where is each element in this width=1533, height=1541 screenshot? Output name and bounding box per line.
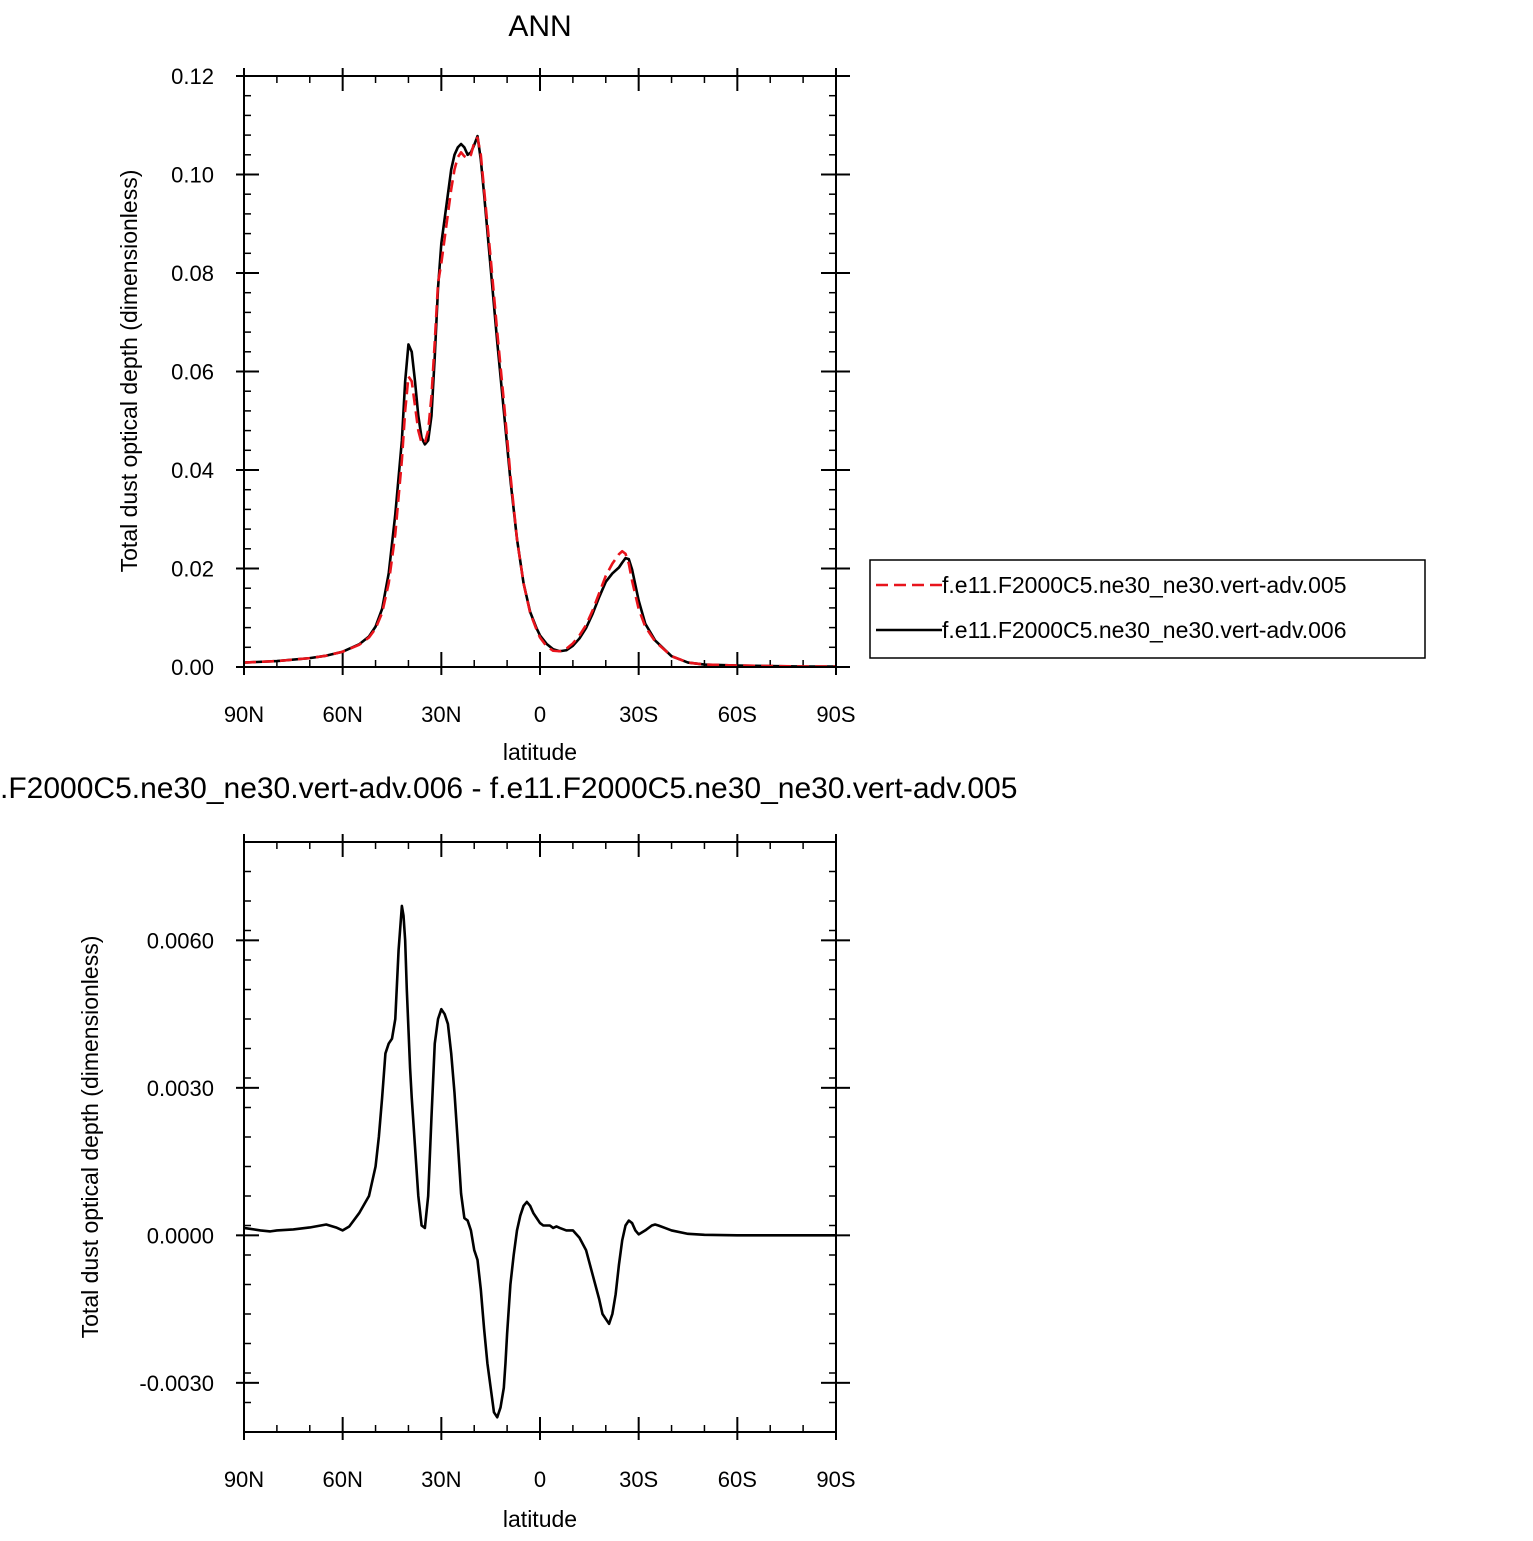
bottom-chart-title: .F2000C5.ne30_ne30.vert-adv.006 - f.e11.…	[0, 772, 1017, 805]
top-chart-series	[243, 134, 836, 668]
top-y-tick-label: 0.04	[171, 458, 214, 483]
bottom-x-tick-labels: 90N 60N 30N 0 30S 60S 90S	[224, 1467, 856, 1492]
legend-box	[869, 559, 1426, 659]
bottom-y-tick-label: 0.0000	[147, 1223, 214, 1248]
top-y-tick-labels: 0.00 0.02 0.04 0.06 0.08 0.10 0.12	[171, 64, 214, 680]
bottom-chart-panel: .F2000C5.ne30_ne30.vert-adv.006 - f.e11.…	[0, 772, 1017, 1532]
bottom-x-tick-label: 0	[534, 1467, 546, 1492]
top-x-tick-label: 90N	[224, 702, 264, 727]
bottom-x-tick-label: 30S	[619, 1467, 658, 1492]
top-chart-panel: ANN 90N 60N 30N 0 30S 60S 90S 0.00 0.02 0.04 0.06…	[116, 10, 856, 765]
bottom-chart-series	[243, 904, 836, 1419]
top-x-tick-label: 0	[534, 702, 546, 727]
top-y-tick-label: 0.06	[171, 360, 214, 385]
top-x-tick-labels: 90N 60N 30N 0 30S 60S 90S	[224, 702, 856, 727]
top-x-tick-label: 60S	[718, 702, 757, 727]
bottom-x-tick-label: 60S	[718, 1467, 757, 1492]
top-x-tick-label: 90S	[816, 702, 855, 727]
top-chart-ticks	[236, 68, 850, 675]
bottom-plot-frame	[243, 841, 837, 1433]
top-series-line-0	[243, 134, 836, 668]
top-y-tick-label: 0.08	[171, 261, 214, 286]
bottom-x-tick-label: 60N	[322, 1467, 362, 1492]
bottom-y-tick-label: -0.0030	[139, 1371, 214, 1396]
top-x-tick-label: 30N	[421, 702, 461, 727]
bottom-series-line-0	[243, 904, 836, 1419]
top-y-axis-label: Total dust optical depth (dimensionless)	[116, 170, 142, 573]
legend-label-005: f.e11.F2000C5.ne30_ne30.vert-adv.005	[942, 572, 1347, 598]
top-y-tick-label: 0.00	[171, 655, 214, 680]
top-x-tick-label: 30S	[619, 702, 658, 727]
bottom-y-tick-label: 0.0060	[147, 928, 214, 953]
top-y-tick-label: 0.10	[171, 163, 214, 188]
top-y-tick-label: 0.02	[171, 557, 214, 582]
bottom-chart-ticks	[236, 834, 850, 1440]
top-plot-frame	[243, 75, 837, 668]
bottom-y-tick-label: 0.0030	[147, 1076, 214, 1101]
legend-label-006: f.e11.F2000C5.ne30_ne30.vert-adv.006	[942, 617, 1347, 643]
legend: f.e11.F2000C5.ne30_ne30.vert-adv.005 f.e…	[869, 559, 1426, 659]
top-y-tick-label: 0.12	[171, 64, 214, 89]
bottom-y-tick-labels: -0.0030 0.0000 0.0030 0.0060	[139, 928, 214, 1396]
bottom-x-tick-label: 90N	[224, 1467, 264, 1492]
top-chart-title: ANN	[508, 10, 571, 43]
bottom-x-tick-label: 30N	[421, 1467, 461, 1492]
bottom-y-axis-label: Total dust optical depth (dimensionless)	[77, 936, 103, 1339]
top-x-tick-label: 60N	[322, 702, 362, 727]
top-x-axis-label: latitude	[503, 739, 577, 765]
top-series-line-1	[243, 136, 836, 668]
bottom-x-tick-label: 90S	[816, 1467, 855, 1492]
bottom-x-axis-label: latitude	[503, 1506, 577, 1532]
